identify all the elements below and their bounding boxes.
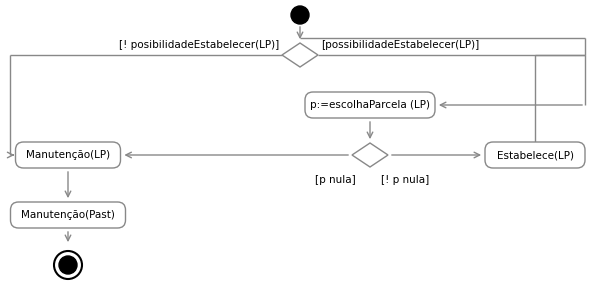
Circle shape <box>291 6 309 24</box>
Text: Manutenção(Past): Manutenção(Past) <box>21 210 115 220</box>
Text: [possibilidadeEstabelecer(LP)]: [possibilidadeEstabelecer(LP)] <box>321 40 479 50</box>
Circle shape <box>59 256 77 274</box>
Text: Estabelece(LP): Estabelece(LP) <box>496 150 574 160</box>
Text: [! p nula]: [! p nula] <box>381 175 429 185</box>
FancyBboxPatch shape <box>305 92 435 118</box>
Text: Manutenção(LP): Manutenção(LP) <box>26 150 110 160</box>
FancyBboxPatch shape <box>15 142 121 168</box>
Text: p:=escolhaParcela (LP): p:=escolhaParcela (LP) <box>310 100 430 110</box>
Text: [p nula]: [p nula] <box>315 175 356 185</box>
FancyBboxPatch shape <box>10 202 125 228</box>
Text: [! posibilidadeEstabelecer(LP)]: [! posibilidadeEstabelecer(LP)] <box>119 40 279 50</box>
Polygon shape <box>282 43 318 67</box>
FancyBboxPatch shape <box>485 142 585 168</box>
Polygon shape <box>352 143 388 167</box>
